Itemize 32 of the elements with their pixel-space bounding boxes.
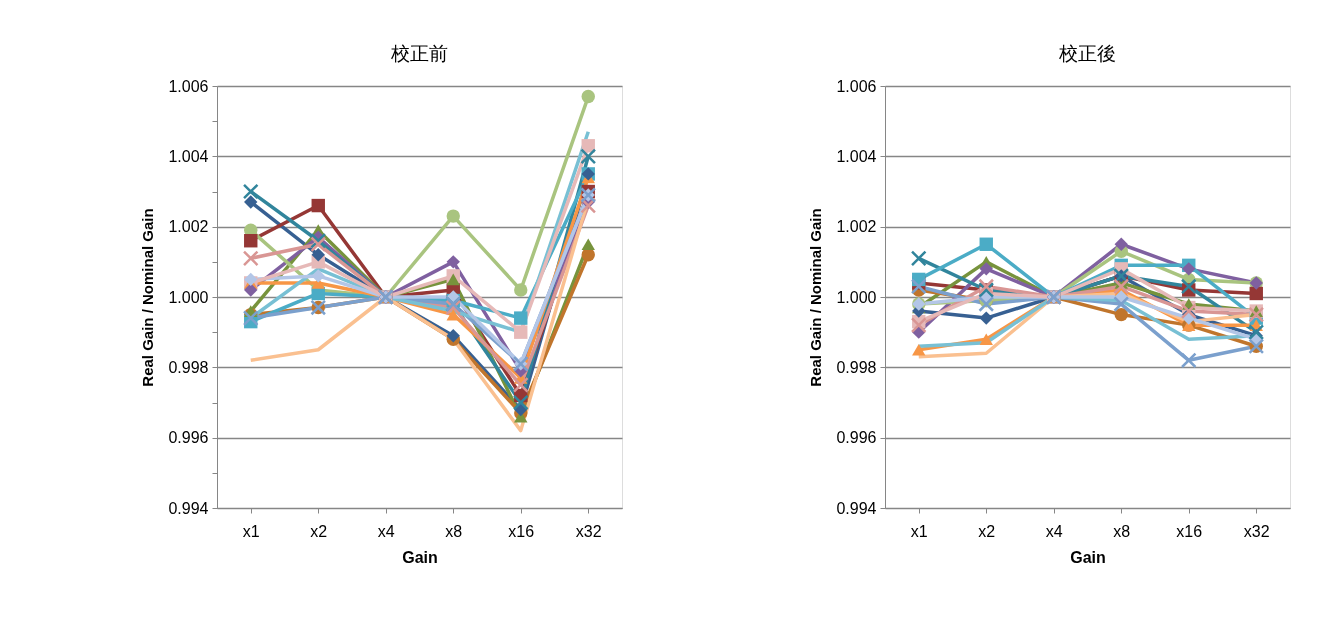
x-tick-label: x8 [1113,522,1131,540]
y-tick-label: 1.006 [836,77,877,95]
x-tick-label: x2 [978,522,996,540]
x-tick-label: x1 [910,522,928,540]
y-tick-label: 1.002 [836,218,877,236]
y-tick-label: 0.994 [168,499,209,517]
y-tick-label: 1.000 [168,288,209,306]
y-tick-label: 0.998 [836,358,877,376]
y-tick-label: 1.004 [836,147,877,165]
y-tick-label: 1.004 [168,147,209,165]
x-axis-title: Gain [1070,548,1106,566]
x-tick-label: x8 [445,522,463,540]
x-axis-title: Gain [402,548,438,566]
y-tick-label: 1.000 [836,288,877,306]
x-tick-label: x16 [1176,522,1203,540]
y-axis-title: Real Gain / Nominal Gain [807,208,825,387]
y-tick-label: 1.002 [168,218,209,236]
y-tick-label: 0.996 [836,429,877,447]
x-tick-label: x1 [242,522,260,540]
y-tick-label: 0.998 [168,358,209,376]
x-tick-label: x4 [377,522,395,540]
chart-title: 校正後 [1058,43,1116,64]
x-tick-label: x2 [310,522,328,540]
x-tick-label: x32 [1243,522,1270,540]
x-tick-label: x16 [508,522,535,540]
x-tick-label: x4 [1045,522,1063,540]
y-tick-label: 1.006 [168,77,209,95]
x-tick-label: x32 [575,522,602,540]
y-tick-label: 0.994 [836,499,877,517]
y-axis-title: Real Gain / Nominal Gain [139,208,157,387]
y-tick-label: 0.996 [168,429,209,447]
chart-title: 校正前 [390,43,448,64]
